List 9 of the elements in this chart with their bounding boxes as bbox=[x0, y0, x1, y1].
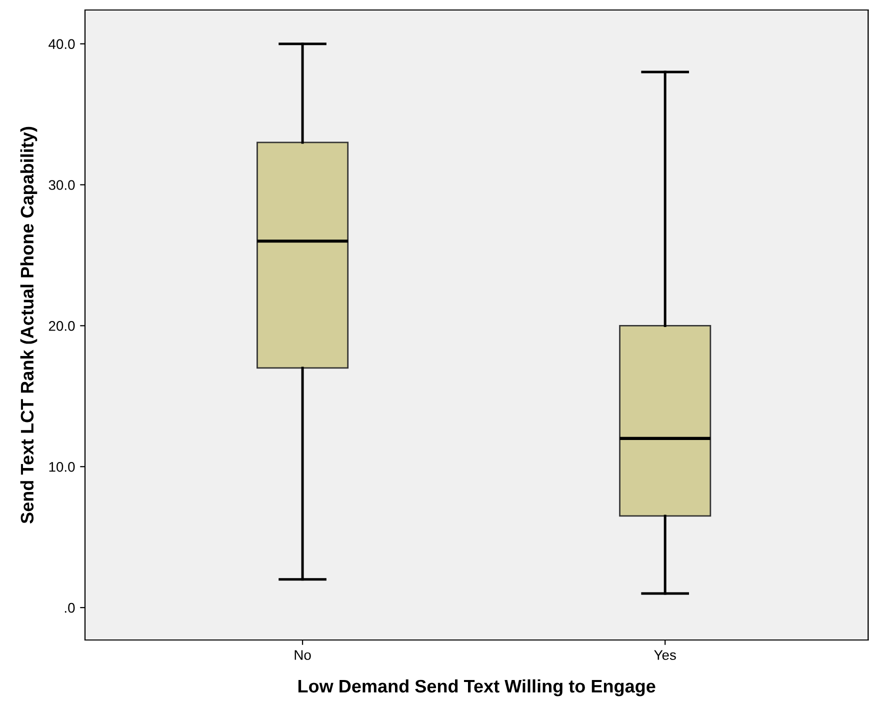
x-tick-label: Yes bbox=[654, 650, 676, 660]
y-tick-label: 30.0 bbox=[48, 180, 75, 190]
y-tick-label: 10.0 bbox=[49, 462, 75, 472]
x-axis-title: Low Demand Send Text Willing to Engage bbox=[298, 679, 656, 696]
y-tick-label: 40.0 bbox=[48, 39, 75, 49]
x-tick-label: No bbox=[294, 650, 311, 660]
y-tick-label: 20.0 bbox=[48, 321, 75, 331]
y-axis-title: Send Text LCT Rank (Actual Phone Capability) bbox=[20, 126, 38, 524]
y-tick-label: .0 bbox=[64, 602, 75, 613]
